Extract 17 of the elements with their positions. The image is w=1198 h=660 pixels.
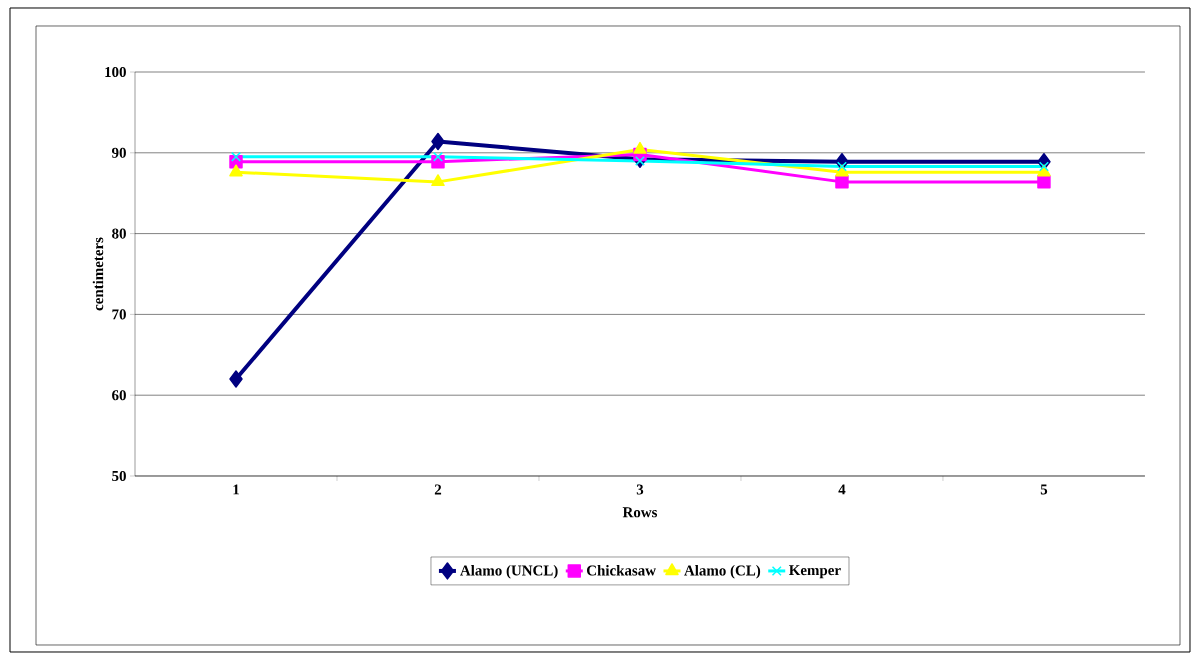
x-tick-label: 5: [1040, 484, 1048, 495]
x-tick-label: 4: [838, 484, 846, 495]
x-axis-title: Rows: [622, 507, 658, 518]
y-tick-label: 100: [105, 66, 126, 78]
x-tick-label: 2: [434, 484, 442, 495]
x-tick-label: 3: [636, 484, 644, 495]
x-tick-label: 1: [233, 484, 239, 495]
legend-label: Kemper: [788, 565, 841, 579]
y-tick-label: 70: [112, 309, 126, 320]
legend-label: Alamo (UNCL): [460, 565, 558, 579]
y-tick-label: 50: [112, 470, 126, 482]
legend-label: Chickasaw: [587, 565, 656, 576]
y-tick-label: 80: [112, 228, 126, 239]
y-axis-title: centimeters: [92, 237, 104, 311]
legend-label: Alamo (CL): [684, 565, 761, 579]
y-tick-label: 60: [112, 390, 126, 401]
y-tick-label: 90: [111, 147, 126, 158]
